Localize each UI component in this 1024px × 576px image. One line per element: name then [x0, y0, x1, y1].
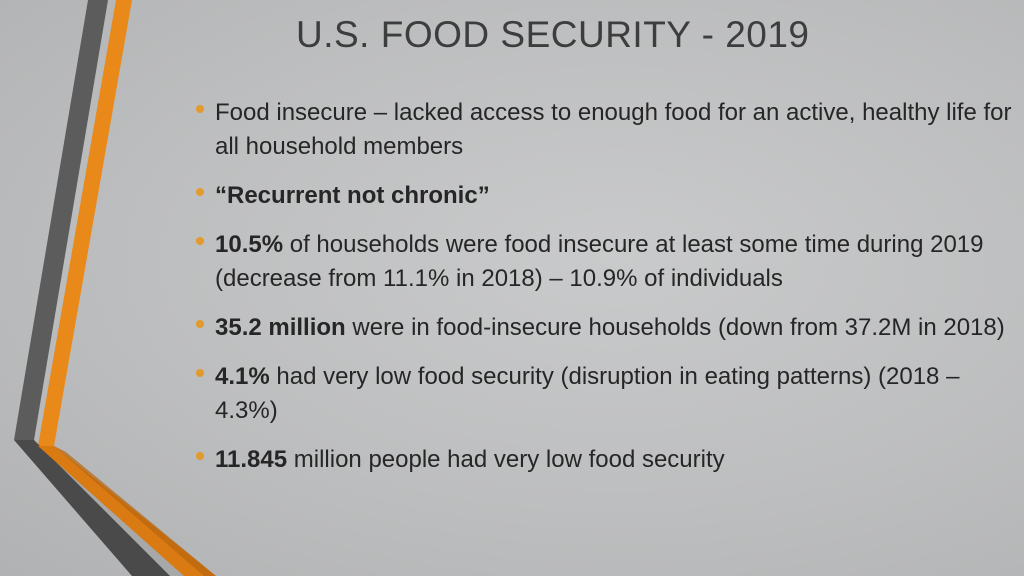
bullet-dot-icon [196, 237, 204, 245]
bullet-dot-icon [196, 369, 204, 377]
bullet-item: 10.5% of households were food insecure a… [196, 228, 1016, 296]
orange-stripe-upper [38, 0, 132, 446]
bullet-bold: 4.1% [215, 363, 270, 390]
bullet-item: 35.2 million were in food-insecure house… [196, 311, 1016, 345]
bullet-item: 11.845 million people had very low food … [196, 443, 1016, 477]
bullet-text: were in food-insecure households (down f… [345, 314, 1005, 341]
bullet-dot-icon [196, 320, 204, 328]
bullet-text: had very low food security (disruption i… [215, 363, 960, 424]
bullet-item: 4.1% had very low food security (disrupt… [196, 360, 1016, 428]
bullet-text: Food insecure – lacked access to enough … [215, 99, 1012, 160]
bullet-text: million people had very low food securit… [287, 446, 725, 473]
bullet-list: Food insecure – lacked access to enough … [196, 96, 1016, 492]
bullet-bold: 35.2 million [215, 314, 346, 341]
gray-stripe-upper [14, 0, 108, 440]
bullet-bold: 11.845 [215, 446, 288, 473]
slide-title: U.S. FOOD SECURITY - 2019 [296, 14, 810, 55]
bullet-item: “Recurrent not chronic” [196, 179, 1016, 213]
bullet-dot-icon [196, 105, 204, 113]
bullet-dot-icon [196, 188, 204, 196]
bullet-dot-icon [196, 452, 204, 460]
bullet-text: of households were food insecure at leas… [215, 231, 984, 292]
orange-stripe-lower-dark [54, 446, 216, 576]
gray-stripe-lower [14, 440, 170, 576]
bullet-bold: “Recurrent not chronic” [215, 182, 490, 209]
bullet-item: Food insecure – lacked access to enough … [196, 96, 1016, 164]
bullet-bold: 10.5% [215, 231, 284, 258]
